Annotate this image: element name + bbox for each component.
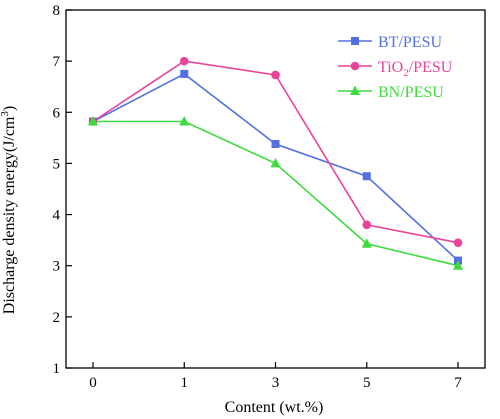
data-point	[361, 238, 372, 248]
legend-marker	[350, 61, 360, 71]
y-axis-label: Discharge density energy(J/cm3)	[0, 106, 18, 314]
data-point	[271, 70, 280, 80]
data-point	[88, 115, 98, 126]
legend-label-tail: /PESU	[409, 59, 453, 76]
legend-label: TiO2/PESU	[378, 59, 453, 79]
y-axis-label-tail: )	[1, 106, 18, 111]
series-lines	[88, 56, 463, 270]
y-tick-label: 7	[53, 54, 61, 70]
legend-label-main: BT/PESU	[378, 34, 442, 51]
data-point	[362, 220, 372, 230]
legend: BT/PESU TiO2/PESU BN/PESU	[338, 34, 453, 101]
data-point	[180, 69, 189, 78]
legend-marker	[350, 85, 360, 95]
data-point	[362, 172, 371, 181]
axes	[65, 9, 486, 369]
data-point	[179, 56, 189, 66]
y-tick-label: 1	[53, 361, 61, 377]
x-tick-label: 0	[89, 375, 97, 391]
y-tick-label: 2	[53, 310, 61, 326]
legend-label-main: BN/PESU	[378, 84, 444, 101]
legend-label: BT/PESU	[378, 34, 442, 51]
y-tick-label: 6	[53, 105, 61, 121]
data-point	[270, 157, 281, 168]
data-point	[453, 260, 463, 270]
legend-label-subscript: 2	[403, 67, 409, 79]
y-axis-label-main: Discharge density energy(J/cm	[1, 116, 18, 314]
legend-marker	[351, 37, 359, 45]
tick-labels: 1 2 3 4 5 6 7 8 0 1 3 5 7	[53, 3, 463, 391]
y-tick-label: 5	[53, 156, 61, 172]
x-tick-label: 1	[181, 375, 189, 391]
x-axis-label: Content (wt.%)	[225, 399, 324, 416]
data-point	[271, 139, 280, 148]
y-tick-label: 3	[53, 259, 61, 275]
y-tick-label: 8	[53, 3, 61, 19]
legend-label-main: TiO	[378, 59, 403, 76]
data-point	[179, 115, 190, 126]
x-tick-label: 3	[272, 375, 280, 391]
data-point	[453, 238, 463, 247]
y-axis-label-superscript: 3	[0, 111, 11, 117]
x-tick-label: 7	[454, 375, 462, 391]
legend-label: BN/PESU	[378, 84, 444, 101]
x-tick-label: 5	[363, 375, 371, 391]
y-tick-label: 4	[53, 208, 61, 224]
